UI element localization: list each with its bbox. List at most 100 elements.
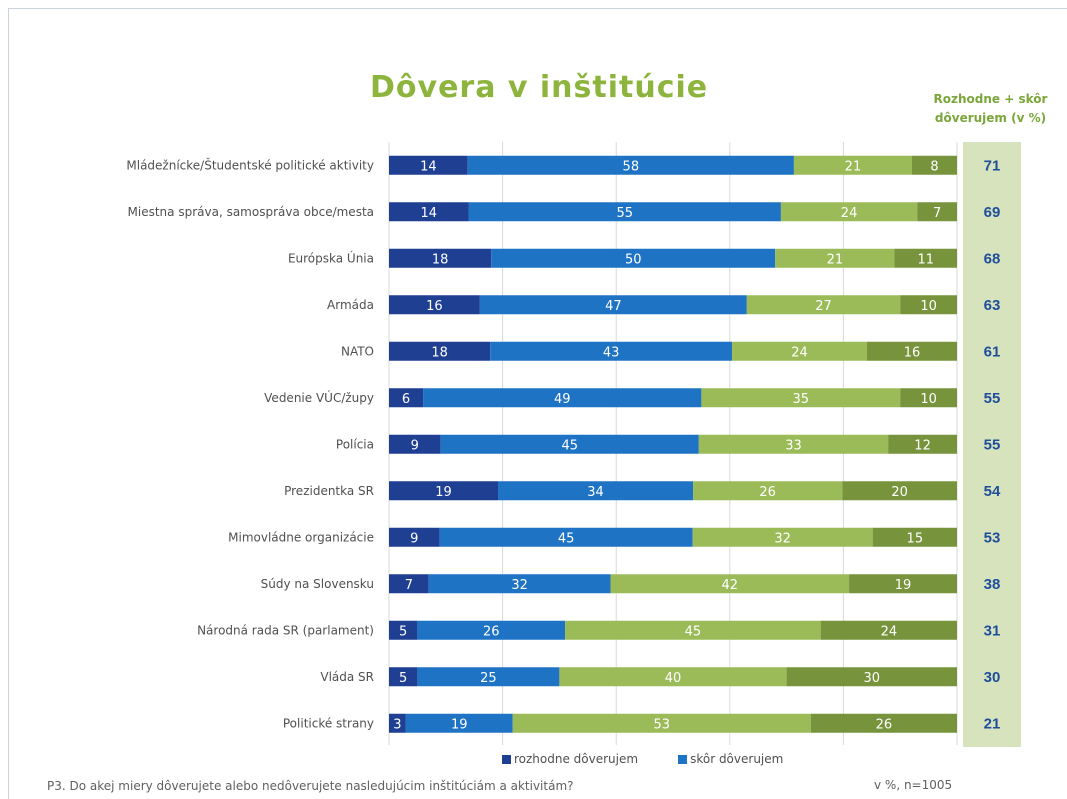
bar-value-label: 45	[561, 438, 578, 453]
totals-header: Rozhodne + skôr dôverujem (v %)	[914, 90, 1067, 128]
bar-value-label: 14	[420, 159, 437, 174]
bar-value-label: 18	[431, 345, 448, 360]
chart-title: Dôvera v inštitúcie	[370, 70, 709, 105]
bar-segment-series-0	[389, 341, 491, 361]
bar-segment-series-2	[793, 155, 913, 175]
bar-value-label: 32	[774, 531, 791, 546]
bar-segment-series-3	[900, 388, 957, 408]
bar-value-label: 40	[665, 671, 682, 686]
legend-label-rozhodne: rozhodne dôverujem	[514, 752, 639, 766]
bar-value-label: 53	[653, 717, 670, 732]
bar-value-label: 58	[623, 159, 640, 174]
total-value: 30	[984, 669, 1001, 686]
bar-segment-series-2	[512, 713, 811, 733]
category-label: Súdy na Slovensku	[261, 577, 374, 591]
bar-value-label: 21	[827, 252, 844, 267]
bar-segment-series-3	[810, 713, 957, 733]
total-value: 68	[984, 250, 1001, 267]
bar-segment-series-2	[565, 620, 821, 640]
bar-value-label: 45	[558, 531, 575, 546]
bar-segment-series-2	[559, 667, 787, 687]
bar-segment-series-1	[468, 202, 781, 222]
category-label: Mimovládne organizácie	[228, 530, 374, 544]
bar-value-label: 25	[480, 671, 497, 686]
bar-value-label: 26	[483, 624, 500, 639]
category-label: Vedenie VÚC/župy	[264, 390, 374, 405]
bar-segment-series-2	[780, 202, 918, 222]
bar-value-label: 14	[420, 206, 437, 221]
bar-segment-series-3	[900, 295, 957, 315]
bar-segment-series-2	[698, 434, 889, 454]
bar-value-label: 21	[845, 159, 862, 174]
bar-value-label: 9	[410, 531, 418, 546]
bar-segment-series-0	[389, 667, 418, 687]
bar-segment-series-0	[389, 574, 429, 594]
bar-value-label: 19	[435, 485, 452, 500]
total-value: 31	[984, 622, 1001, 639]
bar-segment-series-1	[467, 155, 794, 175]
bar-value-label: 24	[791, 345, 808, 360]
bar-value-label: 20	[891, 485, 908, 500]
total-value: 55	[984, 390, 1001, 407]
total-value: 69	[984, 204, 1001, 221]
bar-segment-series-1	[490, 341, 733, 361]
bar-value-label: 8	[930, 159, 938, 174]
bar-segment-series-0	[389, 434, 441, 454]
bar-value-label: 33	[785, 438, 802, 453]
bar-segment-series-0	[389, 620, 418, 640]
category-label: Mládežnícke/Študentské politické aktivit…	[126, 157, 374, 172]
sample-note: v %, n=1005	[874, 778, 953, 792]
bar-segment-series-1	[479, 295, 747, 315]
bar-segment-series-2	[692, 527, 873, 547]
bar-segment-series-2	[701, 388, 901, 408]
bar-segment-series-3	[917, 202, 957, 222]
bar-value-label: 42	[722, 578, 739, 593]
category-label: Armáda	[327, 298, 374, 312]
totals-header-line-2: dôverujem (v %)	[934, 111, 1047, 125]
bar-value-label: 26	[876, 717, 893, 732]
bar-segment-series-3	[912, 155, 957, 175]
bar-value-label: 5	[399, 624, 407, 639]
bar-value-label: 7	[405, 578, 413, 593]
bar-value-label: 32	[511, 578, 528, 593]
bar-segment-series-0	[389, 202, 469, 222]
bar-value-label: 6	[402, 392, 410, 407]
bar-segment-series-1	[423, 388, 702, 408]
total-value: 54	[984, 483, 1001, 500]
bar-segment-series-3	[872, 527, 957, 547]
bar-segment-series-3	[820, 620, 957, 640]
bar-value-label: 55	[616, 206, 633, 221]
bar-value-label: 27	[815, 299, 832, 314]
bar-value-label: 35	[793, 392, 810, 407]
bar-segment-series-1	[405, 713, 513, 733]
bar-value-label: 24	[881, 624, 898, 639]
bar-segment-series-1	[439, 527, 693, 547]
labels: Mládežnícke/Študentské politické aktivit…	[126, 157, 1001, 732]
totals-header-line-1: Rozhodne + skôr	[933, 92, 1048, 106]
bar-segment-series-1	[428, 574, 611, 594]
category-label: Polícia	[336, 437, 374, 451]
bar-segment-series-2	[775, 248, 895, 268]
bar-segment-series-1	[417, 620, 566, 640]
bar-value-label: 10	[920, 299, 937, 314]
bar-segment-series-2	[732, 341, 868, 361]
bar-segment-series-3	[786, 667, 957, 687]
bar-segment-series-1	[440, 434, 699, 454]
bar-value-label: 47	[605, 299, 622, 314]
bar-segment-series-3	[888, 434, 957, 454]
bar-value-label: 11	[917, 252, 934, 267]
bar-segment-series-0	[389, 155, 468, 175]
bar-segment-series-3	[849, 574, 957, 594]
bar-value-label: 45	[685, 624, 702, 639]
total-value: 63	[984, 297, 1001, 314]
question-footnote: P3. Do akej miery dôverujete alebo nedôv…	[47, 779, 574, 793]
category-label: Národná rada SR (parlament)	[197, 623, 374, 637]
total-value: 38	[984, 576, 1001, 593]
category-label: Vláda SR	[320, 670, 374, 684]
bar-segment-series-2	[693, 481, 843, 501]
bar-value-label: 3	[393, 717, 401, 732]
bar-segment-series-0	[389, 388, 424, 408]
legend-item-rozhodne: rozhodne dôverujem	[502, 752, 638, 766]
bar-segment-series-3	[867, 341, 957, 361]
